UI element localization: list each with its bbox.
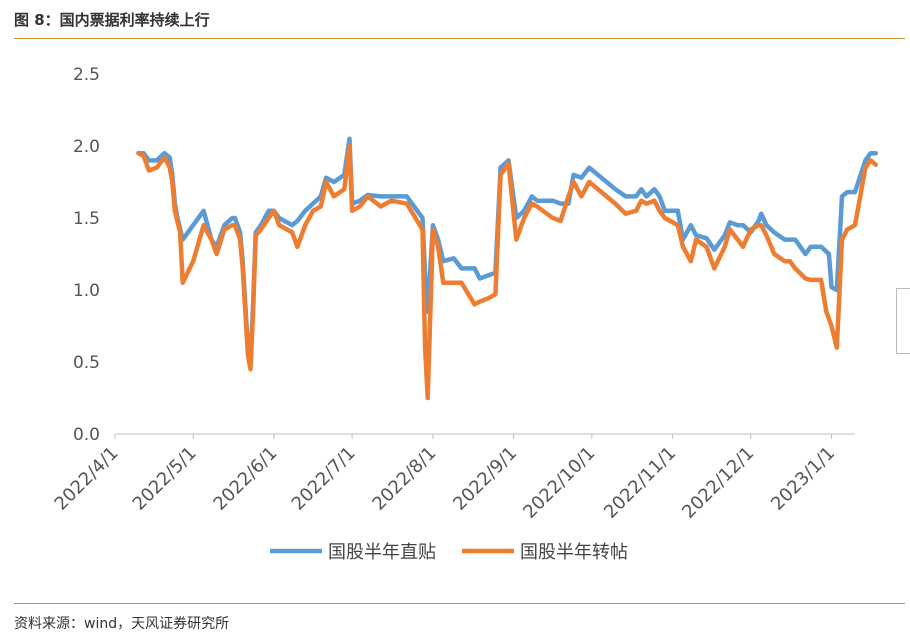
legend: 国股半年直贴 国股半年转帖 [270,542,628,563]
y-tick-label: 1.0 [73,281,100,301]
series-line-direct-discount [136,136,879,365]
line-chart: 0.00.51.01.52.02.5 2022/4/1 2022/5/1 2022/… [51,65,879,563]
y-tick-label: 2.0 [73,137,100,157]
x-tick-label: 2022/9/1 [449,443,521,515]
x-tick-label: 2022/7/1 [288,443,360,515]
legend-label: 国股半年转帖 [520,542,628,563]
title-divider [14,38,905,39]
footer-divider [14,603,905,604]
x-tick-label: 2023/1/1 [767,443,839,515]
x-tick-label: 2022/5/1 [129,443,201,515]
figure-title: 图 8：国内票据利率持续上行 [14,11,210,29]
x-tick-label: 2022/10/1 [519,443,599,523]
x-tick-label: 2022/11/1 [600,443,680,523]
y-tick-label: 0.5 [73,353,100,373]
x-axis-ticks: 2022/4/1 2022/5/1 2022/6/1 2022/7/1 2022/8/1… [51,434,839,523]
panel-edge [896,288,910,354]
source-note: 资料来源：wind，天风证券研究所 [14,616,230,632]
x-tick-label: 2022/4/1 [51,443,123,515]
x-tick-label: 2022/8/1 [368,443,440,515]
y-tick-label: 1.5 [73,209,100,229]
legend-label: 国股半年直贴 [328,542,436,563]
x-tick-label: 2022/12/1 [678,443,758,523]
y-axis-ticks: 0.0 0.5 1.0 1.5 2.0 2.5 [73,65,100,445]
y-tick-label: 0.0 [73,425,100,445]
y-tick-label: 2.5 [73,65,100,85]
series-group [136,136,879,401]
x-tick-label: 2022/6/1 [209,443,281,515]
series-line-rediscount [136,143,879,401]
